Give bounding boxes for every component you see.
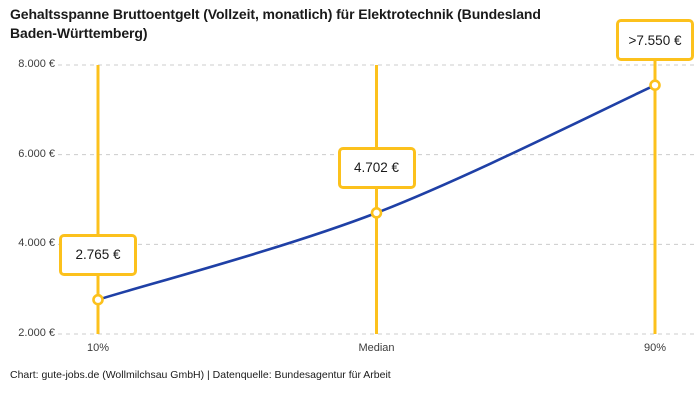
y-axis-label: 8.000 € bbox=[18, 58, 55, 70]
chart-title: Gehaltsspanne Bruttoentgelt (Vollzeit, m… bbox=[10, 6, 541, 41]
value-callout: 2.765 € bbox=[59, 233, 137, 276]
data-point-marker[interactable] bbox=[92, 293, 104, 306]
y-axis-label: 2.000 € bbox=[18, 327, 55, 339]
x-axis-label: 10% bbox=[86, 342, 110, 354]
value-callout: 4.702 € bbox=[337, 146, 416, 189]
y-axis-label: 4.000 € bbox=[18, 237, 55, 250]
data-point-marker[interactable] bbox=[649, 79, 661, 91]
chart-footer: Chart: gute-jobs.de (Wollmilchsau GmbH) … bbox=[10, 369, 391, 381]
value-callout: >7.550 € bbox=[616, 19, 694, 62]
y-axis-label: 6.000 € bbox=[18, 147, 55, 160]
x-axis-label: 90% bbox=[643, 342, 667, 354]
x-axis-label: Median bbox=[358, 342, 395, 354]
data-point-marker[interactable] bbox=[370, 207, 383, 219]
